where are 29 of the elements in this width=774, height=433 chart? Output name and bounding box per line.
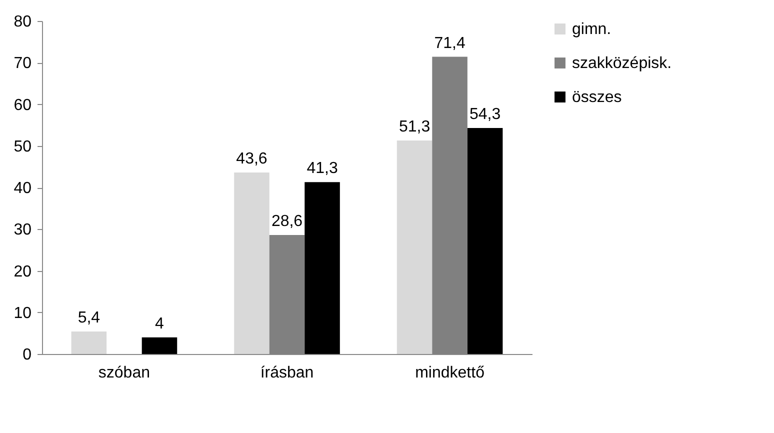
bar — [467, 128, 503, 354]
y-tick-label: 80 — [14, 14, 32, 30]
data-label: 71,4 — [434, 34, 466, 52]
y-tick-label: 50 — [14, 138, 32, 156]
bar — [234, 172, 270, 354]
legend-label: szakközépisk. — [572, 55, 672, 72]
y-tick-label: 30 — [14, 222, 32, 239]
legend-label: összes — [572, 89, 622, 106]
y-tick-label: 0 — [22, 346, 32, 364]
y-tick-label: 60 — [14, 96, 32, 114]
data-label: 5,4 — [78, 310, 100, 327]
data-label: 4 — [155, 315, 164, 332]
legend-label: gimn. — [572, 21, 612, 38]
bar — [142, 337, 178, 354]
data-label: 43,6 — [236, 150, 268, 168]
y-tick-label: 10 — [14, 304, 32, 322]
data-label: 41,3 — [306, 160, 338, 178]
bar — [71, 332, 107, 354]
y-tick-label: 20 — [14, 263, 32, 280]
bar — [396, 140, 432, 354]
x-tick-label: írásban — [260, 364, 314, 382]
bar — [304, 182, 340, 354]
data-label: 51,3 — [398, 118, 430, 136]
data-label: 54,3 — [469, 106, 501, 123]
x-tick-label: mindkettő — [415, 364, 485, 382]
y-tick-label: 40 — [14, 180, 32, 197]
data-label: 28,6 — [271, 212, 303, 230]
y-tick-label: 70 — [14, 55, 32, 72]
x-tick-label: szóban — [98, 364, 150, 382]
